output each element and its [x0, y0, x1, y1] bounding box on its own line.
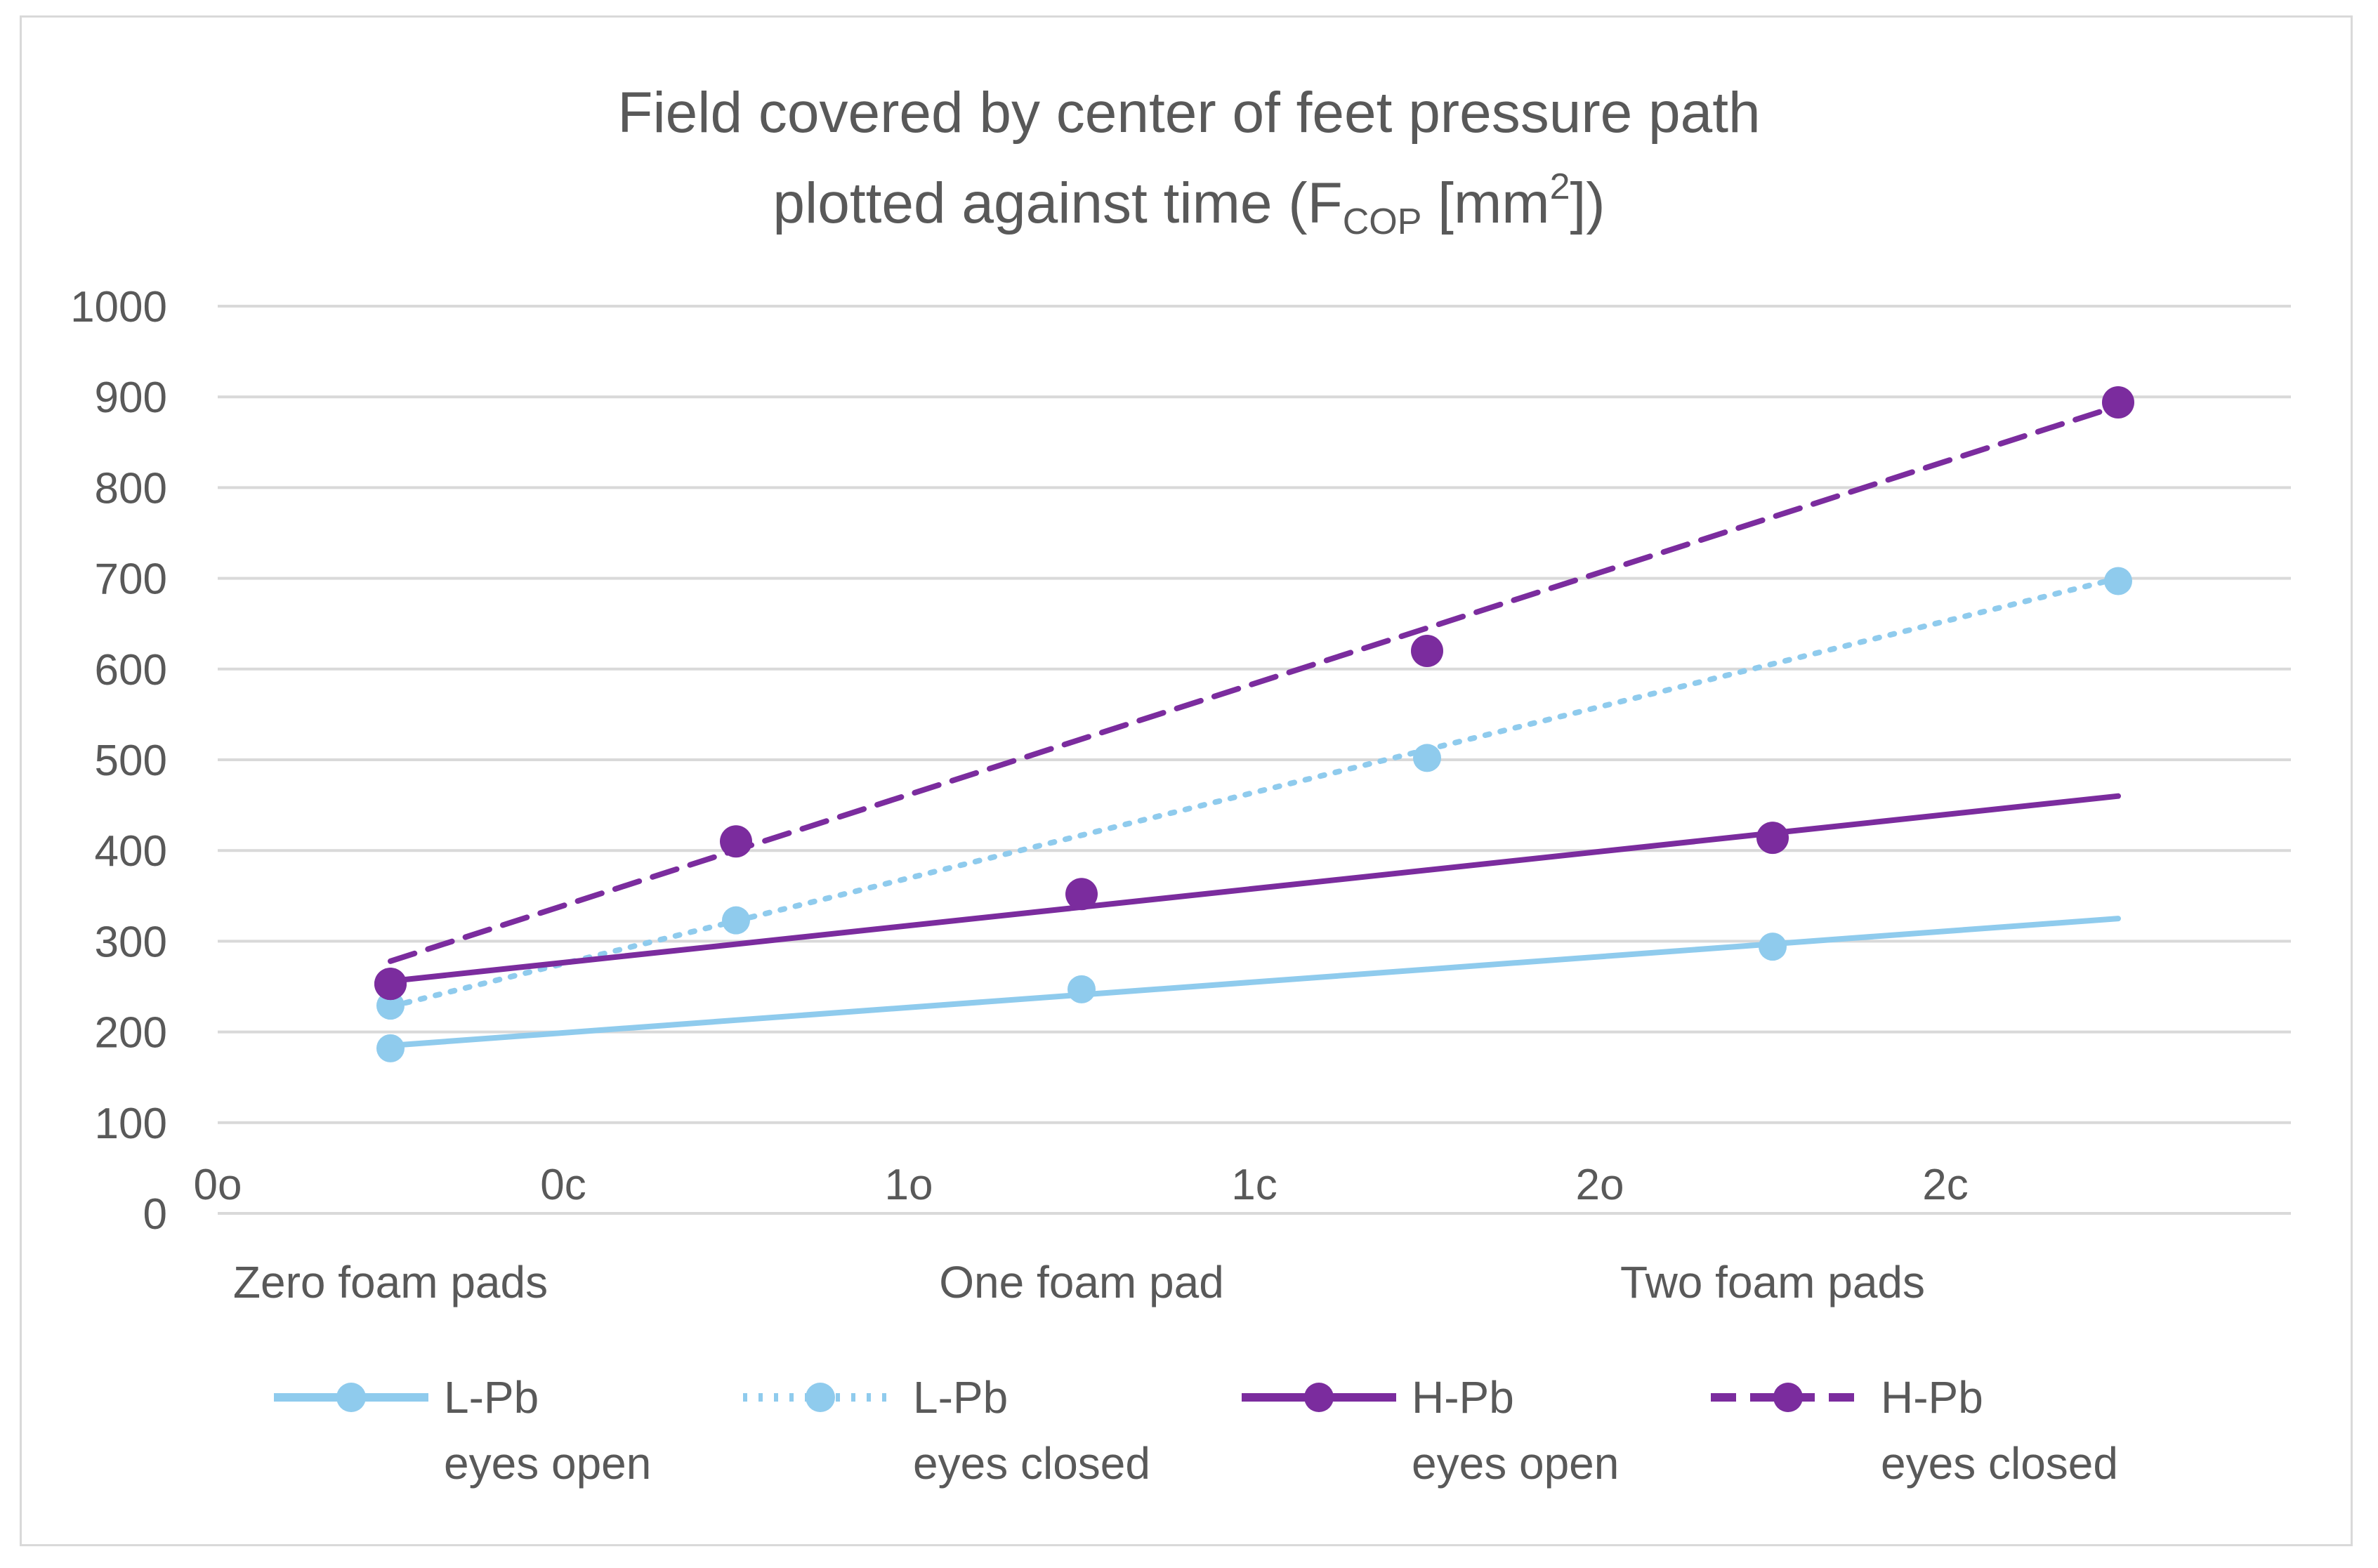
- y-tick-label: 400: [95, 827, 167, 876]
- y-tick-label: 200: [95, 1009, 167, 1058]
- x-tick-label: 0c: [540, 1161, 586, 1209]
- legend-label: L-Pb: [913, 1372, 1008, 1423]
- trend-line-h-pb-eyes-closed: [388, 403, 2121, 964]
- data-point-h-pb-eyes-closed: [374, 968, 407, 1001]
- data-point-l-pb-eyes-closed: [1413, 744, 1441, 772]
- legend-sublabel: eyes open: [1412, 1438, 1619, 1489]
- data-point-h-pb-eyes-open: [1065, 878, 1098, 911]
- legend-label: H-Pb: [1881, 1372, 1983, 1423]
- title-text-pre: plotted against time (F: [773, 171, 1343, 235]
- legend-sublabel: eyes closed: [1881, 1438, 2118, 1489]
- x-category-label: Zero foam pads: [233, 1257, 548, 1307]
- data-point-l-pb-eyes-closed: [722, 906, 750, 935]
- data-point-l-pb-eyes-open: [1759, 933, 1787, 961]
- x-tick-label: 1c: [1231, 1161, 1277, 1209]
- data-point-h-pb-eyes-closed: [1411, 634, 1443, 667]
- title-subscript: COP: [1342, 202, 1422, 242]
- legend-sublabel: eyes closed: [913, 1438, 1150, 1489]
- title-text-mid: [mm: [1421, 171, 1550, 235]
- x-tick-label: 0o: [194, 1161, 242, 1209]
- trend-line-l-pb-eyes-open: [388, 916, 2121, 1048]
- chart-frame: [20, 15, 2353, 1546]
- y-tick-label: 500: [95, 737, 167, 785]
- legend-marker: [806, 1383, 835, 1412]
- data-point-h-pb-eyes-open: [1756, 822, 1789, 855]
- y-tick-label: 600: [95, 646, 167, 694]
- y-tick-label: 0: [143, 1190, 167, 1239]
- data-point-h-pb-eyes-closed: [720, 825, 752, 858]
- x-tick-label: 2c: [1922, 1161, 1968, 1209]
- chart-title-line2: plotted against time (FCOP [mm2]): [0, 169, 2378, 240]
- chart-title-line1: Field covered by center of feet pressure…: [617, 81, 1761, 145]
- title-text-post: ]): [1570, 171, 1605, 235]
- y-tick-label: 800: [95, 464, 167, 513]
- legend-marker: [1773, 1383, 1803, 1412]
- legend-marker: [336, 1383, 366, 1412]
- data-point-h-pb-eyes-closed: [2102, 386, 2134, 419]
- legend-label: H-Pb: [1412, 1372, 1514, 1423]
- x-category-label: One foam pad: [939, 1257, 1224, 1307]
- y-tick-label: 1000: [70, 283, 167, 331]
- data-point-l-pb-eyes-closed: [2104, 567, 2132, 595]
- data-point-l-pb-eyes-open: [1068, 975, 1096, 1003]
- data-point-l-pb-eyes-open: [376, 1034, 405, 1062]
- y-tick-label: 300: [95, 918, 167, 966]
- x-tick-label: 1o: [885, 1161, 933, 1209]
- legend-sublabel: eyes open: [444, 1438, 651, 1489]
- data-point-l-pb-eyes-closed: [376, 991, 405, 1020]
- y-tick-label: 900: [95, 374, 167, 422]
- legend-label: L-Pb: [444, 1372, 539, 1423]
- trend-line-h-pb-eyes-open: [388, 793, 2121, 984]
- x-tick-label: 2o: [1576, 1161, 1624, 1209]
- legend-marker: [1304, 1383, 1334, 1412]
- title-superscript: 2: [1549, 166, 1570, 207]
- y-tick-label: 100: [95, 1100, 167, 1148]
- y-tick-label: 700: [95, 555, 167, 604]
- trend-line-l-pb-eyes-closed: [388, 575, 2121, 1010]
- x-category-label: Two foam pads: [1620, 1257, 1925, 1307]
